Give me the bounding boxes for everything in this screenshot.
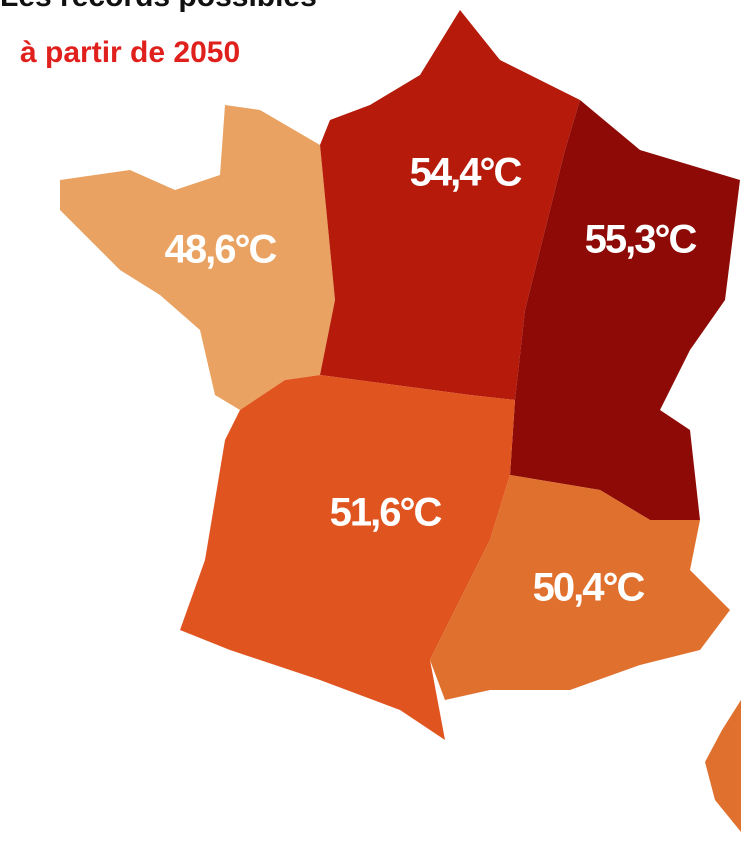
title: Les records possibles <box>0 0 317 13</box>
subtitle: à partir de 2050 <box>20 36 240 69</box>
region-corsica <box>705 700 741 832</box>
region-label: 55,3°C <box>585 218 697 262</box>
region-southwest <box>180 375 515 740</box>
region-northeast <box>510 100 740 520</box>
region-label: 50,4°C <box>533 566 645 610</box>
region-north <box>320 10 580 400</box>
region-west <box>60 105 335 410</box>
region-label: 51,6°C <box>330 491 442 535</box>
region-label: 54,4°C <box>410 151 522 195</box>
region-label: 48,6°C <box>165 228 277 272</box>
region-southeast <box>430 475 730 700</box>
